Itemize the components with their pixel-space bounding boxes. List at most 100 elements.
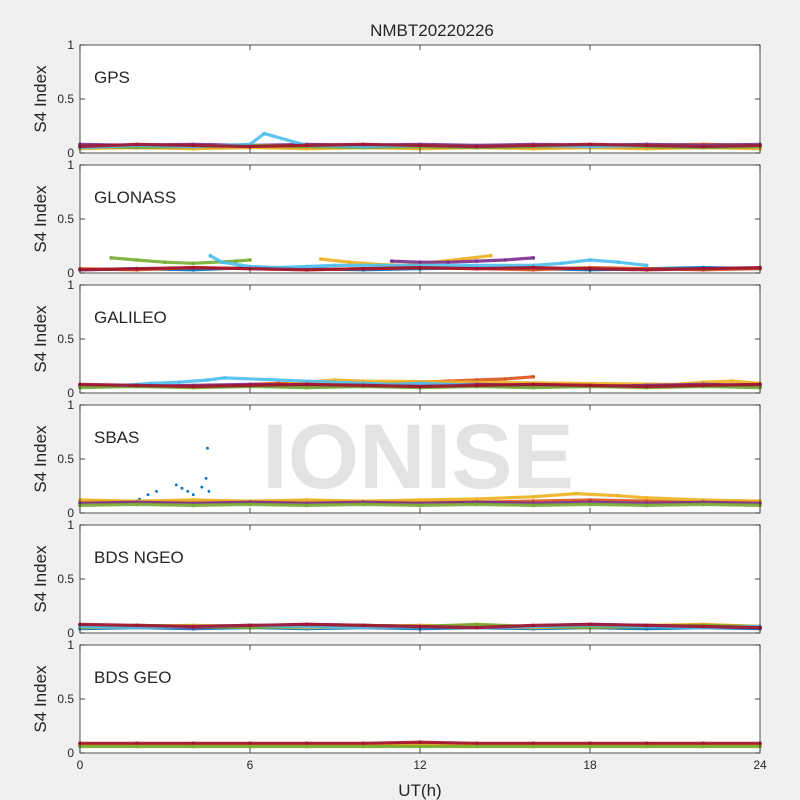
y-tick-label: 1 [67,518,74,532]
data-point [644,503,649,508]
y-axis-label: S4 Index [31,545,50,613]
data-point [361,623,366,628]
data-point [531,375,536,379]
data-point [531,265,536,270]
plot-area [80,285,760,393]
data-point [701,624,706,629]
plot-area [80,45,760,153]
data-point [418,143,422,148]
data-point [701,144,706,149]
data-point [389,259,394,263]
data-point [248,258,252,262]
data-point [531,382,536,387]
data-point [191,741,196,746]
data-point [304,268,309,272]
data-point [531,623,536,628]
panel-label: BDS GEO [94,668,171,687]
data-point [588,142,592,147]
data-point [134,741,139,746]
data-point [418,744,422,749]
data-point [248,144,252,149]
data-point [208,253,213,258]
x-tick-label: 0 [77,758,84,772]
data-point [191,265,196,270]
data-point [248,623,252,628]
data-point [503,258,507,262]
y-tick-label: 0.5 [57,692,74,706]
data-point [644,143,649,148]
data-point [616,260,621,265]
data-point [191,384,196,389]
data-point [134,383,139,388]
data-point [729,379,734,383]
data-point [134,744,139,749]
data-point [134,266,139,271]
y-tick-label: 0.5 [57,92,74,106]
panel-label: GPS [94,68,130,87]
panel-sbas: 0 0.5 1 S4 Index SBAS [31,398,762,520]
plot-area [80,165,760,273]
series-3 [78,491,762,503]
y-tick-label: 0 [67,506,74,520]
data-point [180,486,184,490]
panel-gps: 0 0.5 1 S4 Index GPS [31,38,762,160]
plot-area [80,525,760,633]
data-point [146,493,150,496]
series-trace [390,256,535,264]
data-point [304,503,309,508]
data-point [333,263,337,268]
watermark: IONISE [262,406,574,508]
panel-label: BDS NGEO [94,548,184,567]
x-axis-label: UT(h) [398,781,441,800]
data-point [361,266,366,271]
data-point [191,493,195,496]
panel-bds-ngeo: 0 0.5 1 S4 Index BDS NGEO [31,518,762,640]
data-point [134,623,139,628]
y-tick-label: 1 [67,158,74,172]
data-point [474,622,479,627]
data-point [474,744,479,749]
data-point [191,624,196,629]
y-axis-label: S4 Index [31,665,50,733]
data-point [588,741,592,746]
data-point [701,502,706,507]
data-point [304,744,309,749]
data-point [163,260,167,265]
panel-label: GALILEO [94,308,167,327]
series-7 [78,142,762,149]
y-tick-label: 0.5 [57,572,74,586]
data-point [155,490,158,493]
data-point [503,377,507,381]
data-point [588,383,592,388]
y-tick-label: 0 [67,266,74,280]
series-3 [78,740,762,746]
data-point [191,744,196,749]
y-tick-label: 0.5 [57,212,74,226]
panel-bds-geo: 0 6 12 18 24 0 0.5 1 S4 Index BDS GEO [31,638,767,772]
data-point [234,259,238,263]
y-tick-label: 1 [67,638,74,652]
data-point [588,258,592,262]
data-point [474,266,479,271]
data-point [474,502,479,507]
data-point [134,258,139,262]
data-point [205,378,210,382]
x-tick-label: 18 [583,758,597,772]
data-point [206,446,209,450]
y-tick-label: 0.5 [57,332,74,346]
data-point [222,376,227,380]
data-point [418,624,422,629]
series-4 [78,744,762,749]
data-point [701,744,706,749]
data-point [531,744,536,749]
data-point [248,383,252,388]
figure-title: NMBT20220226 [370,21,494,40]
data-point [531,385,536,390]
data-point [174,483,178,487]
y-tick-label: 1 [67,398,74,412]
data-point [361,741,366,746]
data-point [200,485,204,489]
data-point [588,502,592,507]
data-point [319,257,323,261]
data-point [304,498,309,502]
